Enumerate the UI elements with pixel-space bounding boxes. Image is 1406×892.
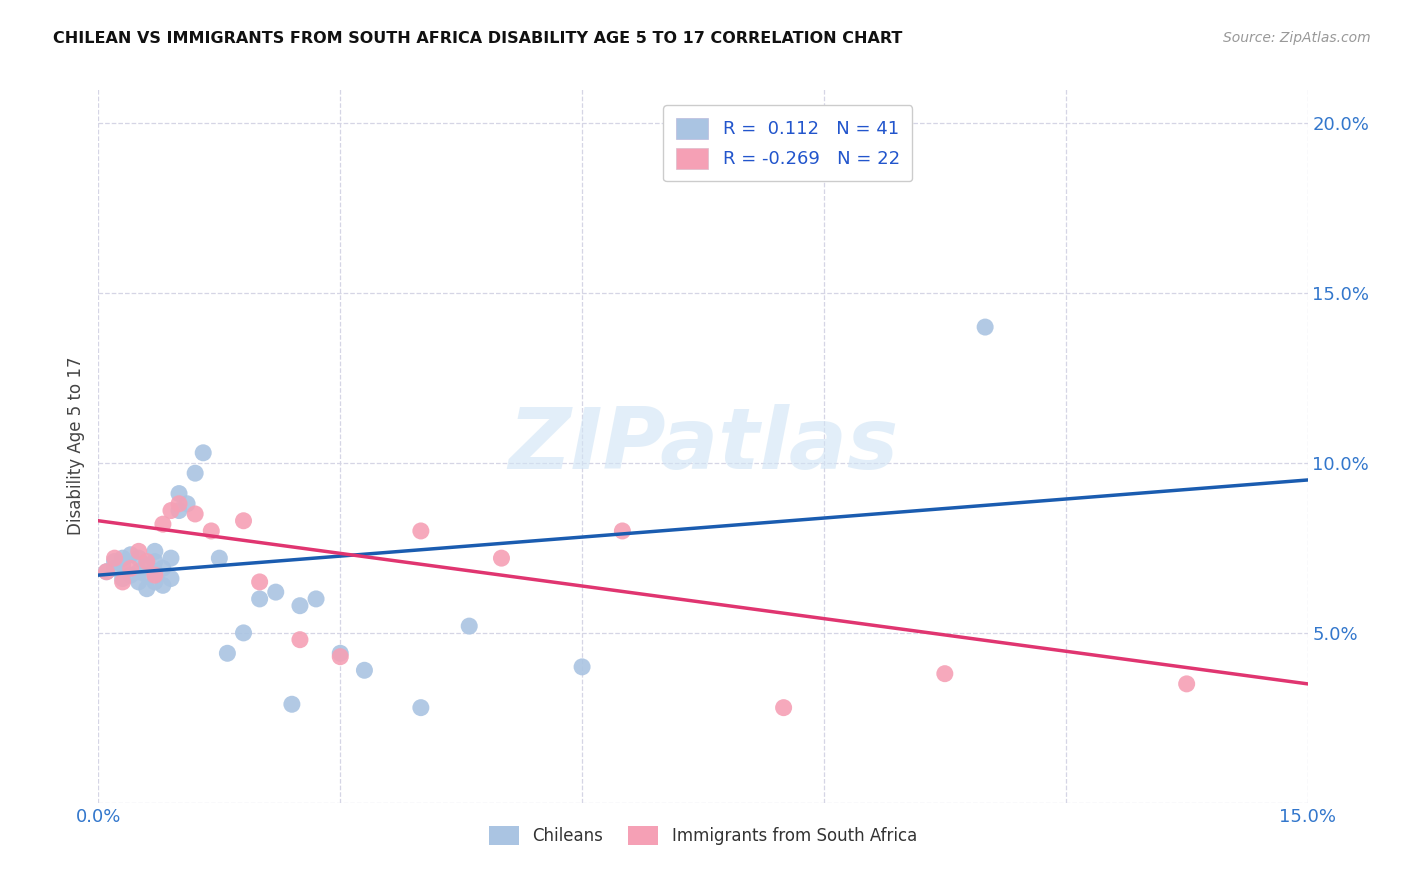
Point (167, 503, 190, 517)
Point (103, 555, 125, 569)
Point (167, 497, 190, 511)
Point (128, 551, 150, 566)
Point (143, 555, 166, 569)
Point (217, 646, 239, 660)
Point (409, 524, 432, 538)
Point (160, 503, 183, 517)
Point (264, 585, 287, 599)
Point (152, 517, 174, 532)
Point (409, 700, 432, 714)
Point (103, 551, 125, 566)
Point (281, 698, 304, 712)
Point (143, 544, 166, 558)
Y-axis label: Disability Age 5 to 17: Disability Age 5 to 17 (66, 357, 84, 535)
Point (1175, 677, 1198, 691)
Point (103, 561, 125, 575)
Point (176, 497, 198, 511)
Point (288, 632, 311, 647)
Point (111, 572, 134, 586)
Text: Source: ZipAtlas.com: Source: ZipAtlas.com (1223, 31, 1371, 45)
Point (128, 544, 150, 558)
Point (458, 619, 481, 633)
Point (167, 486, 190, 500)
Point (120, 548, 142, 562)
Point (111, 574, 134, 589)
Point (232, 626, 254, 640)
Text: ZIPatlas: ZIPatlas (508, 404, 898, 488)
Point (772, 700, 794, 714)
Point (193, 446, 215, 460)
Point (288, 599, 311, 613)
Point (184, 507, 207, 521)
Point (200, 524, 222, 538)
Point (135, 568, 157, 582)
Point (934, 666, 956, 681)
Point (249, 591, 271, 606)
Point (135, 582, 157, 596)
Point (184, 466, 207, 480)
Point (135, 558, 157, 572)
Point (974, 320, 997, 334)
Point (232, 514, 254, 528)
Point (353, 663, 375, 677)
Point (249, 574, 271, 589)
Point (160, 551, 183, 566)
Point (143, 574, 166, 589)
Point (612, 524, 634, 538)
Point (128, 565, 150, 579)
Point (111, 551, 134, 566)
Point (329, 646, 352, 660)
Text: CHILEAN VS IMMIGRANTS FROM SOUTH AFRICA DISABILITY AGE 5 TO 17 CORRELATION CHART: CHILEAN VS IMMIGRANTS FROM SOUTH AFRICA … (53, 31, 903, 46)
Point (143, 568, 166, 582)
Point (96, 565, 118, 579)
Point (143, 565, 166, 579)
Point (120, 568, 142, 582)
Point (128, 574, 150, 589)
Legend: Chileans, Immigrants from South Africa: Chileans, Immigrants from South Africa (482, 819, 924, 852)
Point (135, 555, 157, 569)
Point (120, 561, 142, 575)
Point (152, 578, 174, 592)
Point (329, 649, 352, 664)
Point (96, 565, 118, 579)
Point (160, 572, 183, 586)
Point (111, 558, 134, 572)
Point (152, 561, 174, 575)
Point (305, 591, 328, 606)
Point (208, 551, 231, 566)
Point (571, 660, 593, 674)
Point (491, 551, 513, 566)
